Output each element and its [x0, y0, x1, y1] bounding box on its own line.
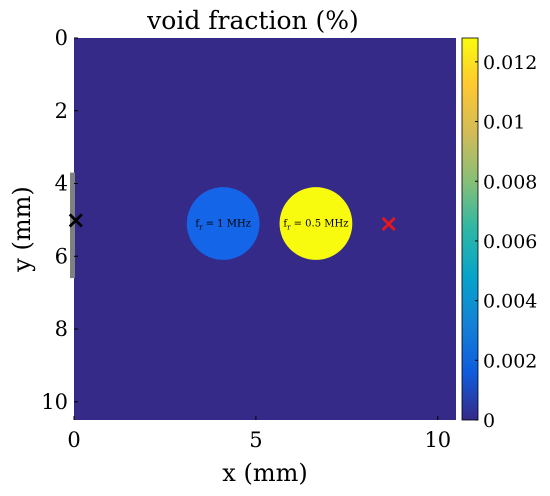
- region-label: fr = 0.5 MHz: [283, 219, 348, 232]
- x-tick-label: 0: [67, 428, 80, 452]
- region-label: fr = 1 MHz: [195, 219, 251, 232]
- y-tick-label: 4: [55, 172, 68, 196]
- y-tick-label: 6: [55, 244, 68, 268]
- region-disc: [279, 187, 353, 260]
- colorbar: [461, 37, 479, 421]
- colorbar-ticks: 0 0.002 0.004 0.006 0.008 0.01 0.012: [475, 52, 537, 432]
- x-tick-label: 10: [424, 428, 451, 452]
- y-tick-label: 0: [55, 26, 68, 50]
- marker: ×: [379, 210, 399, 238]
- colorbar-tick-label: 0.01: [483, 112, 525, 134]
- colorbar-tick-label: 0.006: [483, 231, 537, 253]
- markers-layer: × ×: [66, 172, 399, 279]
- y-tick-label: 8: [55, 317, 68, 341]
- y-tick-label: 10: [41, 390, 68, 414]
- x-tick-label: 5: [249, 428, 262, 452]
- source-bar: [70, 172, 75, 279]
- y-axis: 0 2 4 6 8 10: [41, 26, 78, 414]
- colorbar-tick-label: 0.004: [483, 291, 537, 313]
- chart-title: void fraction (%): [146, 6, 359, 35]
- colorbar-tick-label: 0.008: [483, 171, 537, 193]
- y-axis-label: y (mm): [8, 186, 36, 272]
- region-disc: [186, 187, 260, 260]
- plot-area: [74, 38, 456, 420]
- x-axis: 0 5 10: [67, 416, 451, 452]
- y-tick-label: 2: [55, 99, 68, 123]
- regions-layer: fr = 1 MHz fr = 0.5 MHz: [186, 187, 353, 260]
- colorbar-tick-label: 0: [483, 410, 495, 432]
- marker: ×: [66, 206, 86, 234]
- x-axis-label: x (mm): [222, 459, 307, 487]
- colorbar-tick-label: 0.012: [483, 52, 537, 74]
- colorbar-tick-label: 0.002: [483, 350, 537, 372]
